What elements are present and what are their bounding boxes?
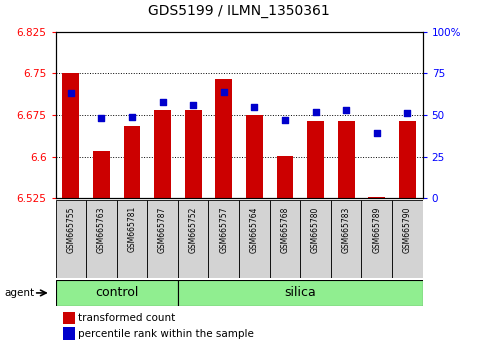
Bar bbox=[56, 200, 86, 278]
Bar bbox=[62, 73, 79, 198]
Point bbox=[159, 99, 167, 104]
Bar bbox=[154, 109, 171, 198]
Text: GSM665781: GSM665781 bbox=[128, 206, 137, 252]
Point bbox=[128, 114, 136, 120]
Text: GSM665790: GSM665790 bbox=[403, 206, 412, 253]
Bar bbox=[63, 327, 75, 340]
Bar bbox=[392, 200, 423, 278]
Text: control: control bbox=[95, 286, 139, 299]
Bar bbox=[369, 197, 385, 198]
Bar bbox=[178, 280, 423, 306]
Point bbox=[220, 89, 227, 95]
Bar bbox=[209, 200, 239, 278]
Text: percentile rank within the sample: percentile rank within the sample bbox=[78, 329, 254, 339]
Text: transformed count: transformed count bbox=[78, 313, 175, 323]
Point bbox=[189, 102, 197, 108]
Bar bbox=[124, 126, 141, 198]
Text: GSM665783: GSM665783 bbox=[341, 206, 351, 253]
Bar bbox=[307, 121, 324, 198]
Text: silica: silica bbox=[284, 286, 316, 299]
Point bbox=[98, 115, 105, 121]
Point bbox=[67, 91, 75, 96]
Text: GSM665764: GSM665764 bbox=[250, 206, 259, 253]
Bar bbox=[63, 312, 75, 324]
Bar bbox=[338, 121, 355, 198]
Bar bbox=[147, 200, 178, 278]
Bar bbox=[93, 151, 110, 198]
Text: GSM665755: GSM665755 bbox=[66, 206, 75, 253]
Text: agent: agent bbox=[5, 288, 35, 298]
Bar bbox=[178, 200, 209, 278]
Point bbox=[342, 107, 350, 113]
Bar bbox=[399, 121, 416, 198]
Bar bbox=[277, 155, 293, 198]
Bar bbox=[300, 200, 331, 278]
Bar bbox=[86, 200, 117, 278]
Text: GSM665780: GSM665780 bbox=[311, 206, 320, 253]
Point bbox=[281, 117, 289, 123]
Bar bbox=[270, 200, 300, 278]
Point bbox=[373, 131, 381, 136]
Bar bbox=[246, 115, 263, 198]
Text: GDS5199 / ILMN_1350361: GDS5199 / ILMN_1350361 bbox=[148, 4, 330, 18]
Text: GSM665787: GSM665787 bbox=[158, 206, 167, 253]
Text: GSM665763: GSM665763 bbox=[97, 206, 106, 253]
Text: GSM665768: GSM665768 bbox=[281, 206, 289, 253]
Bar bbox=[56, 280, 178, 306]
Text: GSM665789: GSM665789 bbox=[372, 206, 381, 253]
Point bbox=[403, 110, 411, 116]
Bar bbox=[361, 200, 392, 278]
Bar bbox=[215, 79, 232, 198]
Point bbox=[312, 109, 319, 115]
Point bbox=[251, 104, 258, 110]
Bar bbox=[185, 109, 201, 198]
Text: GSM665752: GSM665752 bbox=[189, 206, 198, 253]
Bar bbox=[239, 200, 270, 278]
Bar bbox=[331, 200, 361, 278]
Text: GSM665757: GSM665757 bbox=[219, 206, 228, 253]
Bar bbox=[117, 200, 147, 278]
